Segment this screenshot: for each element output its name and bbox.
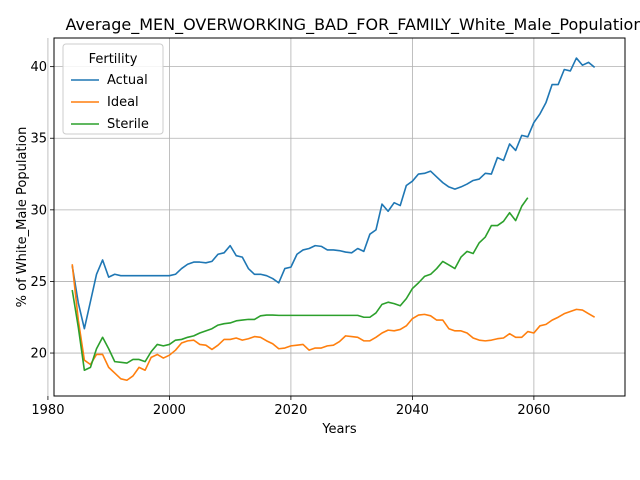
x-tick-label: 2020 (274, 403, 307, 418)
y-tick-label: 30 (30, 203, 47, 218)
legend-label-sterile: Sterile (107, 117, 149, 132)
chart-title: Average_MEN_OVERWORKING_BAD_FOR_FAMILY_W… (66, 15, 640, 35)
x-tick-label: 2060 (517, 403, 550, 418)
x-tick-label: 2040 (396, 403, 429, 418)
legend: Fertility Actual Ideal Sterile (63, 44, 163, 134)
y-tick-label: 35 (30, 132, 47, 147)
legend-label-ideal: Ideal (107, 95, 139, 110)
y-tick-label: 20 (30, 347, 47, 362)
legend-title: Fertility (89, 52, 138, 67)
x-tick-label: 1980 (31, 403, 64, 418)
x-axis-label: Years (321, 422, 357, 437)
y-tick-label: 25 (30, 275, 47, 290)
y-axis-label: % of White_Male Population (15, 127, 30, 308)
y-tick-label: 40 (30, 60, 47, 75)
legend-label-actual: Actual (107, 73, 148, 88)
x-tick-label: 2000 (153, 403, 186, 418)
